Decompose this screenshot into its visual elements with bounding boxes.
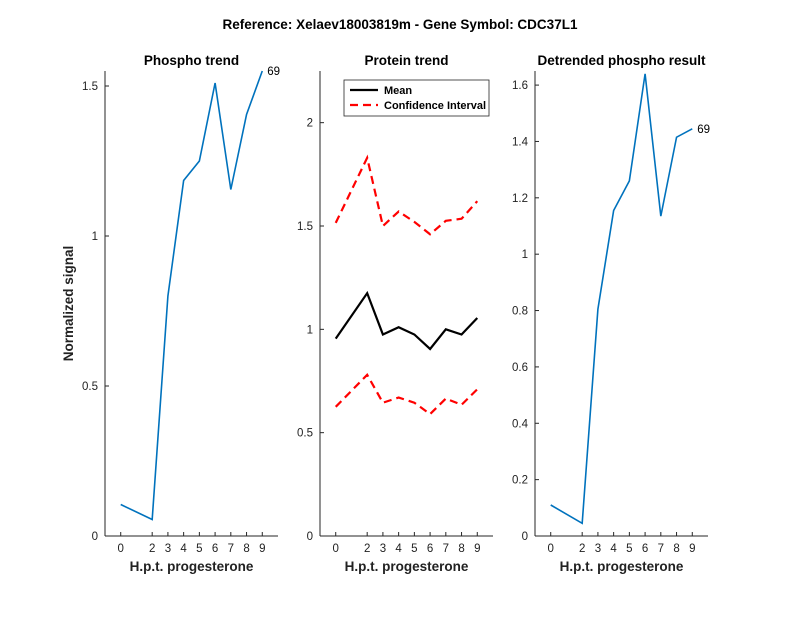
y-tick-label: 1.4 [512,136,529,148]
chart-panel-3: Detrended phospho result 0 2 3 4 5 6 7 8 9 0 0.2 0.4… [512,53,710,574]
x-tick-label: 5 [196,543,202,555]
x-tick-label: 2 [579,543,585,555]
x-axis-label: H.p.t. progesterone [345,559,469,574]
x-tick-label: 9 [474,543,480,555]
legend-box [343,79,490,117]
x-tick-label: 0 [333,543,339,555]
y-tick-label: 0.8 [512,306,528,318]
x-tick-label: 7 [658,543,664,555]
y-tick-label: 0 [522,531,528,543]
x-tick-label: 4 [395,543,402,555]
x-axis-label: H.p.t. progesterone [130,559,254,574]
x-tick-label: 3 [165,543,171,555]
y-tick-label: 0.5 [82,381,98,393]
x-tick-label: 8 [458,543,464,555]
x-tick-label: 8 [243,543,249,555]
figure-suptitle: Reference: Xelaev18003819m - Gene Symbol… [223,17,578,32]
y-tick-label: 1 [522,249,528,261]
x-tick-label: 7 [443,543,449,555]
y-tick-label: 0.4 [512,418,529,430]
y-tick-label: 0 [307,531,313,543]
x-tick-label: 9 [689,543,695,555]
y-tick-label: 1 [92,231,98,243]
chart-title: Protein trend [364,53,448,68]
series-line-3 [334,372,479,416]
y-tick-label: 0 [92,531,98,543]
x-tick-label: 3 [595,543,601,555]
x-tick-label: 0 [118,543,124,555]
x-tick-label: 3 [380,543,386,555]
legend: Mean Confidence Interval [343,79,490,117]
y-axis-label: Normalized signal [61,246,76,362]
x-tick-label: 7 [228,543,234,555]
y-tick-label: 2 [307,118,313,130]
x-tick-label: 6 [642,543,648,555]
y-tick-label: 1.5 [297,221,313,233]
y-tick-label: 1.2 [512,193,528,205]
y-tick-label: 1.5 [82,81,98,93]
y-tick-label: 0.5 [297,428,313,440]
point-annotation: 69 [267,66,280,78]
x-tick-label: 2 [149,543,155,555]
series-line-1 [550,73,693,525]
x-tick-label: 5 [626,543,632,555]
y-tick-label: 0.2 [512,475,528,487]
chart-panel-1: Phospho trend 0 2 3 4 5 6 7 8 9 0 0.5 1 1.5 H.p.t. pro… [61,53,280,574]
x-tick-label: 2 [364,543,370,555]
x-tick-label: 6 [427,543,433,555]
x-tick-label: 8 [673,543,679,555]
legend-entry: Mean [384,85,412,97]
point-annotation: 69 [697,124,710,136]
x-tick-label: 5 [411,543,417,555]
series-line-1 [120,70,264,521]
y-tick-label: 1.6 [512,80,528,92]
x-tick-label: 4 [180,543,187,555]
x-tick-label: 6 [212,543,218,555]
chart-title: Detrended phospho result [537,53,706,68]
chart-title: Phospho trend [144,53,239,68]
x-tick-label: 0 [548,543,554,555]
series-line-1 [334,290,479,351]
y-tick-label: 1 [307,324,313,336]
series-line-2 [334,154,479,236]
x-tick-label: 9 [259,543,265,555]
x-tick-label: 4 [610,543,617,555]
y-tick-label: 0.6 [512,362,528,374]
legend-entry: Confidence Interval [384,100,486,112]
x-axis-label: H.p.t. progesterone [560,559,684,574]
